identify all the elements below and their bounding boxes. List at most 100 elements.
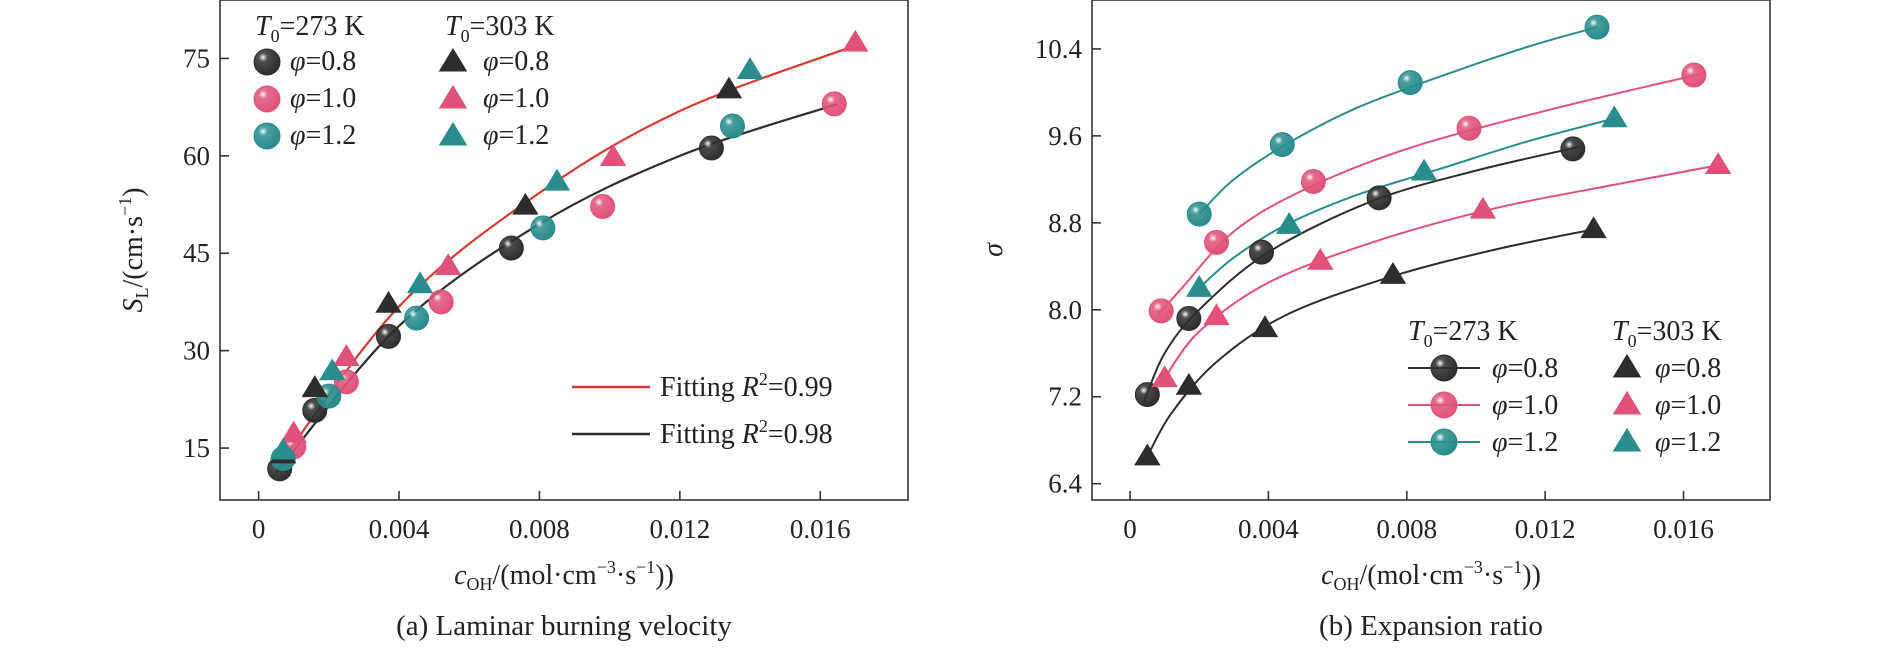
data-point-triangle (1275, 211, 1303, 234)
data-point-triangle (1410, 158, 1438, 181)
data-point-sphere (1366, 185, 1392, 211)
data-point-sphere (404, 305, 430, 331)
legend-label: φ=0.8 (483, 46, 549, 77)
y-tick-label: 45 (183, 238, 210, 268)
series-curve-3 (1146, 228, 1594, 458)
data-point-triangle (406, 271, 434, 294)
x-tick-label: 0 (1123, 514, 1137, 544)
legend-marker-sphere (253, 48, 281, 76)
series-0 (267, 135, 724, 482)
legend-label: φ=1.2 (1655, 427, 1721, 458)
series-5 (269, 57, 764, 460)
legend-marker-triangle (438, 84, 468, 109)
data-point-triangle (333, 344, 360, 366)
data-point-sphere (1249, 239, 1274, 265)
series-curve-0 (1142, 145, 1580, 403)
legend-header-303: T0=303 K (1612, 316, 1722, 351)
legend-label: φ=0.8 (290, 46, 356, 77)
data-point-sphere (1186, 201, 1212, 227)
data-point-triangle (375, 290, 402, 313)
data-point-triangle (543, 168, 571, 191)
legend-label: φ=1.0 (1492, 390, 1558, 421)
x-tick-label: 0.016 (790, 514, 851, 544)
x-tick-label: 0.004 (1238, 514, 1299, 544)
x-tick-label: 0.008 (1376, 514, 1437, 544)
series-4 (1151, 152, 1732, 388)
data-point-sphere (1204, 229, 1230, 255)
legend-fit-label: Fitting R2=0.98 (660, 416, 833, 450)
series-4 (280, 29, 869, 443)
data-point-triangle (1704, 152, 1732, 175)
data-point-triangle (1379, 261, 1407, 284)
legend-marker-sphere (253, 122, 281, 150)
x-tick-label: 0.016 (1653, 514, 1714, 544)
data-point-triangle (736, 57, 764, 79)
legend-marker-sphere (1430, 391, 1458, 419)
y-tick-label: 7.2 (1048, 382, 1082, 412)
series-2 (270, 113, 745, 471)
y-tick-label: 75 (183, 43, 210, 73)
y-axis-label: SL/(cm·s−1) (115, 187, 152, 312)
x-tick-label: 0.008 (509, 514, 570, 544)
series-1 (281, 91, 847, 460)
legend-label: φ=1.2 (290, 120, 356, 151)
x-tick-label: 0.012 (649, 514, 710, 544)
data-point-sphere (1300, 169, 1326, 195)
legend-marker-triangle (1612, 427, 1642, 452)
data-point-sphere (821, 91, 847, 117)
y-tick-label: 6.4 (1048, 469, 1082, 499)
legend-label: φ=0.8 (1492, 353, 1558, 384)
data-point-triangle (1251, 315, 1279, 338)
data-point-triangle (1580, 216, 1607, 239)
data-point-triangle (1601, 105, 1628, 128)
legend-header-303: T0=303 K (445, 11, 555, 46)
plot-frame (219, 0, 909, 501)
y-tick-label: 60 (183, 141, 210, 171)
panel-caption: (b) Expansion ratio (1319, 610, 1543, 642)
data-point-sphere (1176, 305, 1202, 331)
series-1 (1148, 62, 1707, 324)
legend-marker-triangle (438, 121, 468, 146)
data-point-triangle (599, 144, 627, 166)
fit-line-0 (275, 44, 856, 470)
data-point-triangle (1186, 275, 1213, 297)
data-point-triangle (280, 420, 307, 443)
legend-markers: T0=273 K T0=303 Kφ=0.8φ=1.0φ=1.2φ=0.8φ=1.… (1408, 316, 1722, 458)
x-tick-label: 0.012 (1515, 514, 1576, 544)
x-tick-label: 0 (252, 514, 266, 544)
data-point-sphere (1560, 136, 1586, 162)
series-0 (1134, 136, 1586, 408)
y-tick-label: 30 (183, 336, 210, 366)
legend-marker-sphere (253, 85, 281, 113)
legend-header-273: T0=273 K (1408, 316, 1518, 351)
data-point-triangle (512, 192, 539, 215)
x-tick-label: 0.004 (369, 514, 430, 544)
data-point-sphere (1584, 14, 1610, 40)
y-tick-label: 8.8 (1048, 208, 1082, 238)
y-axis-label: σ (978, 242, 1009, 257)
data-point-sphere (590, 193, 616, 219)
x-axis-label: cOH/(mol·cm−3·s−1)) (1321, 557, 1541, 594)
data-point-triangle (269, 437, 297, 460)
legend-marker-triangle (438, 47, 468, 72)
data-point-triangle (434, 253, 462, 276)
data-point-triangle (1175, 372, 1203, 395)
series-curve-2 (1198, 26, 1598, 215)
series-curve-1 (1156, 72, 1702, 316)
data-point-sphere (530, 215, 556, 241)
data-point-sphere (1148, 298, 1174, 324)
legend-label: φ=1.2 (483, 120, 549, 151)
legend-label: φ=0.8 (1655, 353, 1721, 384)
y-tick-label: 9.6 (1048, 121, 1082, 151)
legend-markers: T0=273 K T0=303 Kφ=0.8φ=1.0φ=1.2φ=0.8φ=1.… (253, 11, 555, 151)
legend-marker-triangle (1612, 390, 1642, 415)
legend-marker-sphere (1430, 354, 1458, 382)
data-point-triangle (842, 29, 869, 52)
legend-header-273: T0=273 K (255, 11, 365, 46)
y-tick-label: 10.4 (1035, 34, 1083, 64)
data-point-sphere (1134, 382, 1160, 408)
data-point-triangle (301, 375, 328, 398)
data-point-triangle (319, 358, 346, 381)
legend-label: φ=1.0 (483, 83, 549, 114)
